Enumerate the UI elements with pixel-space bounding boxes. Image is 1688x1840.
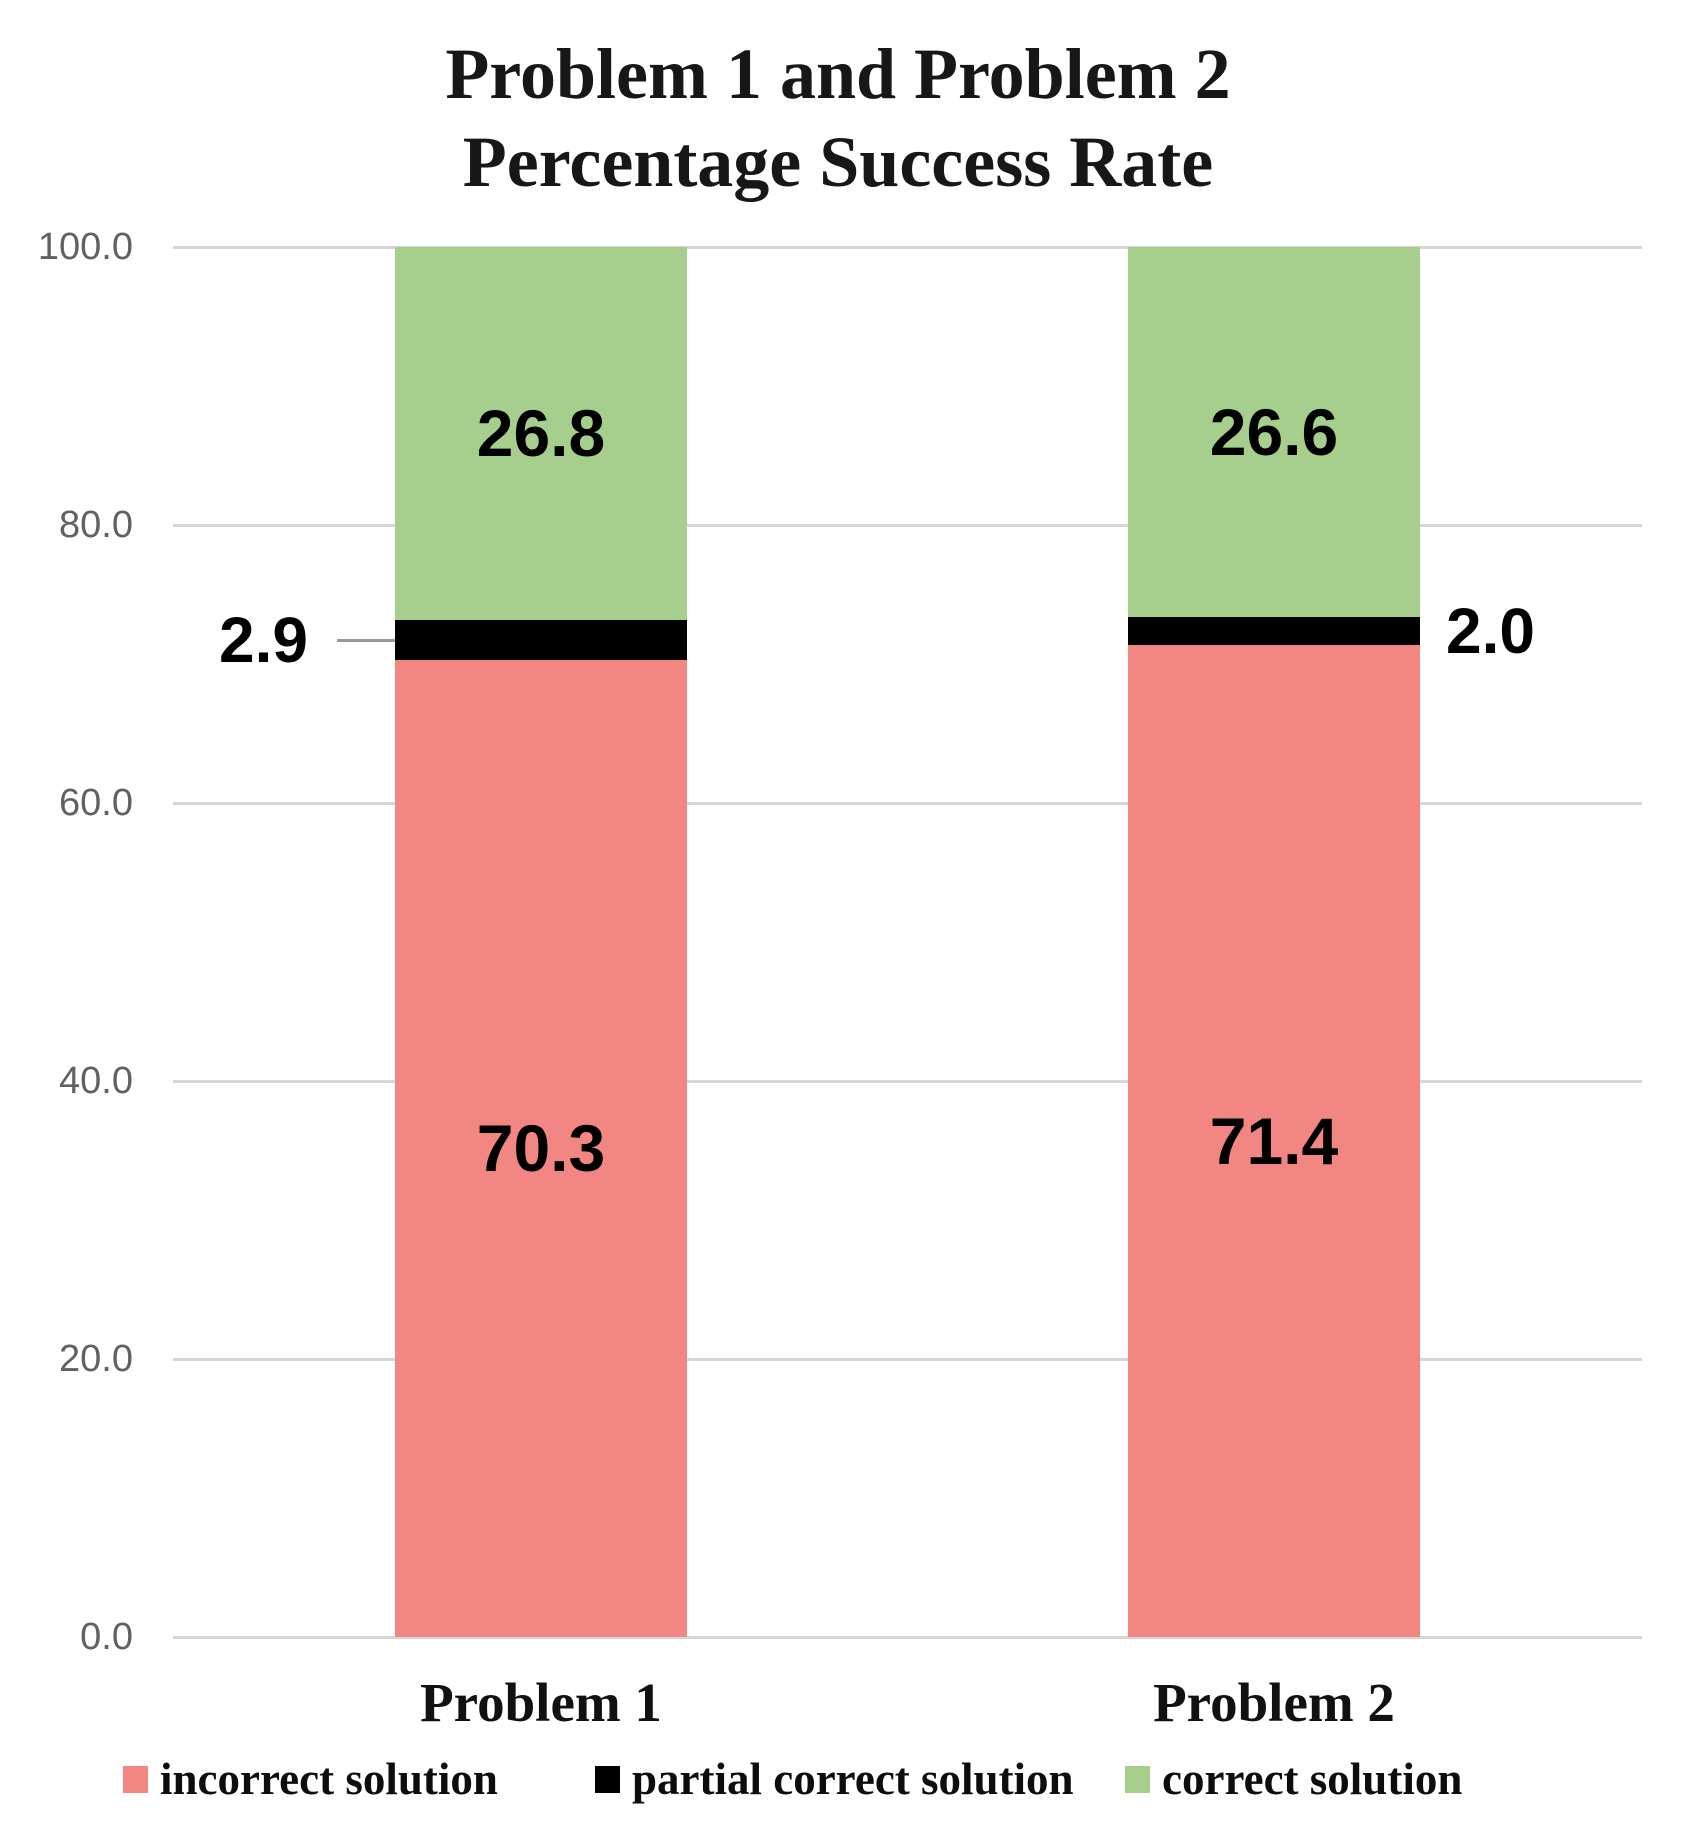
bar-problem-2-segment-correct-solution bbox=[1128, 247, 1420, 617]
value-label-correct-solution-problem-2: 26.6 bbox=[1209, 394, 1339, 469]
x-axis-label-problem-2: Problem 2 bbox=[1153, 1672, 1395, 1733]
gridline-0.0 bbox=[173, 1636, 1642, 1639]
x-axis-label-problem-1: Problem 1 bbox=[420, 1672, 662, 1733]
bar-problem-2-segment-partial-correct-solution bbox=[1128, 616, 1420, 645]
value-label-partial-correct-solution-problem-2: 2.0 bbox=[1446, 594, 1535, 667]
legend-swatch-partial-correct-solution bbox=[595, 1765, 620, 1793]
chart-title-line2: Percentage Success Rate bbox=[462, 122, 1214, 202]
y-tick-label-20.0: 20.0 bbox=[59, 1338, 133, 1380]
leader-line-problem-1 bbox=[337, 638, 395, 642]
y-tick-label-40.0: 40.0 bbox=[59, 1060, 133, 1102]
bar-problem-1-segment-correct-solution bbox=[395, 247, 687, 620]
value-label-correct-solution-problem-1: 26.8 bbox=[476, 396, 606, 471]
y-tick-label-0.0: 0.0 bbox=[80, 1616, 133, 1658]
gridline-40.0 bbox=[173, 1080, 1642, 1083]
y-tick-label-60.0: 60.0 bbox=[59, 782, 133, 824]
y-tick-label-100.0: 100.0 bbox=[37, 226, 133, 268]
gridline-100.0 bbox=[173, 246, 1642, 249]
legend-item-correct-solution: correct solution bbox=[1125, 1752, 1462, 1806]
legend-item-incorrect-solution: incorrect solution bbox=[123, 1752, 498, 1806]
bar-problem-1-segment-partial-correct-solution bbox=[395, 619, 687, 660]
value-label-partial-correct-solution-problem-1: 2.9 bbox=[219, 603, 308, 676]
legend-label-incorrect-solution: incorrect solution bbox=[160, 1754, 498, 1804]
y-tick-label-80.0: 80.0 bbox=[59, 504, 133, 546]
bar-problem-1-segment-incorrect-solution bbox=[395, 659, 687, 1637]
gridline-20.0 bbox=[173, 1358, 1642, 1361]
value-label-incorrect-solution-problem-1: 70.3 bbox=[476, 1111, 606, 1186]
legend-label-correct-solution: correct solution bbox=[1162, 1754, 1463, 1804]
value-label-incorrect-solution-problem-2: 71.4 bbox=[1209, 1103, 1339, 1178]
legend-swatch-incorrect-solution bbox=[123, 1765, 148, 1793]
chart-title: Problem 1 and Problem 2 Percentage Succe… bbox=[0, 30, 1676, 206]
gridline-60.0 bbox=[173, 802, 1642, 805]
gridline-80.0 bbox=[173, 524, 1642, 527]
chart-title-line1: Problem 1 and Problem 2 bbox=[445, 34, 1231, 114]
legend-item-partial-correct-solution: partial correct solution bbox=[595, 1752, 1074, 1806]
legend-label-partial-correct-solution: partial correct solution bbox=[632, 1754, 1074, 1804]
bar-problem-2-segment-incorrect-solution bbox=[1128, 644, 1420, 1637]
legend-swatch-correct-solution bbox=[1125, 1765, 1150, 1793]
